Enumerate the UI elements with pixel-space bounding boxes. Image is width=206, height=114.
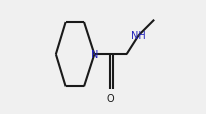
Text: NH: NH	[131, 31, 146, 41]
Text: N: N	[91, 50, 98, 60]
Text: O: O	[107, 93, 114, 103]
